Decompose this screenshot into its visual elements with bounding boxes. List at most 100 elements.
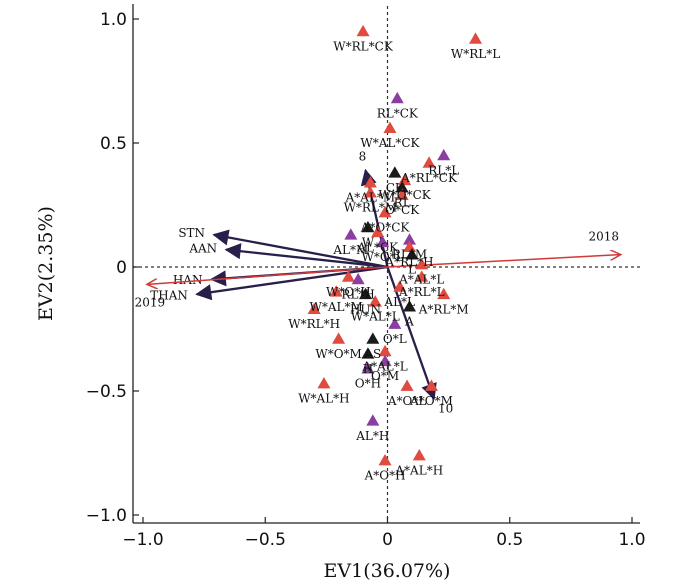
sample-point-label: O*M xyxy=(371,369,399,383)
sample-point-label: O*L xyxy=(383,332,407,346)
sample-point xyxy=(366,414,380,426)
sample-point xyxy=(403,233,417,245)
sample-point-label: CK xyxy=(386,181,405,195)
sample-point xyxy=(437,148,451,161)
sample-point xyxy=(368,295,382,307)
sample-point xyxy=(403,240,417,253)
sample-point xyxy=(395,188,409,200)
sample-point-label: AL*M xyxy=(332,243,368,257)
sample-point xyxy=(378,453,392,466)
sample-point-label: W*AL*CK xyxy=(360,136,420,150)
sample-point xyxy=(398,173,412,186)
y-tick-label: 1.0 xyxy=(100,10,127,30)
sample-points: W*RL*CKW*RL*LRL*CKW*AL*CKRL*LA*RL*CKCKW*… xyxy=(288,24,500,482)
sample-point xyxy=(332,332,346,344)
sample-point-label: H xyxy=(363,362,373,376)
x-tick-label: 1.0 xyxy=(618,530,645,550)
sample-point xyxy=(400,379,414,391)
sample-point xyxy=(344,228,358,240)
sample-point-label: O*CK xyxy=(385,203,420,217)
sample-point xyxy=(415,270,429,282)
sample-point-label: A*AL*M xyxy=(345,191,396,205)
sample-point-label: A*AL*L xyxy=(398,273,444,287)
sample-point-label: W*O*M xyxy=(315,347,361,361)
environment-arrow xyxy=(387,255,620,268)
sample-point-label: W*AL*L xyxy=(351,310,400,324)
species-arrow-label: HAN xyxy=(173,273,203,287)
y-tick-label: −1.0 xyxy=(86,506,127,526)
sample-point xyxy=(388,166,402,178)
sample-point-label: A*AL*L xyxy=(361,359,407,373)
sample-point xyxy=(366,332,380,344)
sample-point-label: A*RL*H xyxy=(384,255,433,269)
sample-point-label: A*AL*H xyxy=(394,463,443,477)
sample-point-label: RL xyxy=(394,196,411,210)
sample-point xyxy=(371,225,385,238)
environment-vectors: 2018 2019 xyxy=(135,230,620,309)
sample-point-label: O*H xyxy=(355,377,381,391)
species-arrow-label: AAN xyxy=(188,242,217,256)
sample-point-label: L xyxy=(408,263,416,277)
sample-point-label: W*RL*CK xyxy=(333,39,394,53)
sample-point xyxy=(376,235,390,248)
sample-point xyxy=(405,248,419,260)
sample-point-label: A*RL*L xyxy=(398,285,445,299)
sample-point-label: RL*L xyxy=(428,163,459,177)
species-arrow-label: 10 xyxy=(438,401,453,415)
species-arrow-label: 8 xyxy=(359,149,367,163)
axis-titles: EV1(36.07%) EV2(2.35%) xyxy=(35,206,450,582)
axes-frame xyxy=(132,4,640,524)
sample-point xyxy=(390,91,404,104)
sample-point xyxy=(378,344,392,357)
sample-point-label: AL*L xyxy=(383,295,415,309)
sample-point-label: W*RL*H xyxy=(288,317,340,331)
sample-point xyxy=(469,32,483,44)
environment-arrow-label: 2019 xyxy=(135,295,166,309)
sample-point xyxy=(437,287,451,300)
sample-point xyxy=(341,270,355,282)
x-tick-label: −0.5 xyxy=(245,530,286,550)
sample-point-label: RL*H xyxy=(341,287,374,301)
sample-point-label: AS xyxy=(363,347,381,361)
sample-point xyxy=(351,272,365,285)
x-tick-label: −1.0 xyxy=(122,530,163,550)
sample-point xyxy=(395,181,409,193)
sample-point xyxy=(363,176,377,188)
sample-point xyxy=(361,362,375,374)
x-tick-label: 0 xyxy=(382,530,393,550)
x-tick-label: 0.5 xyxy=(496,530,523,550)
sample-point xyxy=(378,354,392,367)
sample-point xyxy=(415,258,429,270)
sample-point xyxy=(329,285,343,297)
sample-point-label: W*RL*L xyxy=(451,47,500,61)
sample-point xyxy=(403,300,417,312)
sample-point-label: A*O*L xyxy=(387,394,427,408)
sample-point xyxy=(393,280,407,292)
sample-point-label: W*RL*M xyxy=(344,201,398,215)
sample-point-label: W*AL*H xyxy=(298,392,349,406)
sample-point-label: A*RL*CK xyxy=(400,171,458,185)
sample-point xyxy=(383,121,397,133)
sample-point-label: A*O*H xyxy=(364,468,406,482)
species-arrow-label: THAN xyxy=(150,289,188,303)
sample-point-label: AL*H xyxy=(355,429,389,443)
sample-point-label: W*O*L xyxy=(362,250,404,264)
sample-point-label: A*O*M xyxy=(409,394,453,408)
sample-point xyxy=(388,317,402,329)
sample-point xyxy=(422,156,436,168)
sample-point-label: W*O*H xyxy=(326,285,371,299)
x-axis-title: EV1(36.07%) xyxy=(324,560,451,582)
sample-point xyxy=(378,205,392,218)
species-arrow xyxy=(224,243,388,269)
sample-point-label: W*O*CK xyxy=(378,188,431,202)
y-tick-label: −0.5 xyxy=(86,382,127,402)
sample-point xyxy=(307,302,321,315)
y-axis-title: EV2(2.35%) xyxy=(35,206,57,321)
sample-point-label: W*AL*M xyxy=(310,300,363,314)
y-tick-label: 0 xyxy=(116,258,127,278)
environment-arrow xyxy=(148,266,388,284)
sample-point xyxy=(361,347,375,359)
sample-point-label: A xyxy=(404,315,414,329)
species-arrow xyxy=(195,265,388,301)
